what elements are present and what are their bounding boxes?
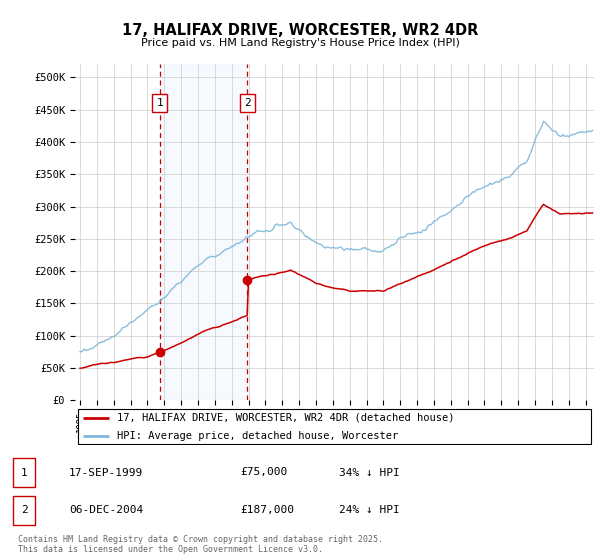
Text: 06-DEC-2004: 06-DEC-2004 xyxy=(69,505,143,515)
Text: Contains HM Land Registry data © Crown copyright and database right 2025.
This d: Contains HM Land Registry data © Crown c… xyxy=(18,535,383,554)
FancyBboxPatch shape xyxy=(13,496,35,525)
Text: 17-SEP-1999: 17-SEP-1999 xyxy=(69,468,143,478)
Text: 2: 2 xyxy=(244,98,251,108)
Text: 34% ↓ HPI: 34% ↓ HPI xyxy=(339,468,400,478)
Text: Price paid vs. HM Land Registry's House Price Index (HPI): Price paid vs. HM Land Registry's House … xyxy=(140,38,460,48)
Text: 17, HALIFAX DRIVE, WORCESTER, WR2 4DR (detached house): 17, HALIFAX DRIVE, WORCESTER, WR2 4DR (d… xyxy=(116,413,454,423)
Text: £187,000: £187,000 xyxy=(240,505,294,515)
Bar xyxy=(160,64,247,400)
Text: 2: 2 xyxy=(20,505,28,515)
Text: 1: 1 xyxy=(20,468,28,478)
Text: 24% ↓ HPI: 24% ↓ HPI xyxy=(339,505,400,515)
Text: 1: 1 xyxy=(156,98,163,108)
Text: HPI: Average price, detached house, Worcester: HPI: Average price, detached house, Worc… xyxy=(116,431,398,441)
FancyBboxPatch shape xyxy=(13,458,35,487)
FancyBboxPatch shape xyxy=(77,409,592,444)
Text: 17, HALIFAX DRIVE, WORCESTER, WR2 4DR: 17, HALIFAX DRIVE, WORCESTER, WR2 4DR xyxy=(122,24,478,38)
Text: £75,000: £75,000 xyxy=(240,468,287,478)
